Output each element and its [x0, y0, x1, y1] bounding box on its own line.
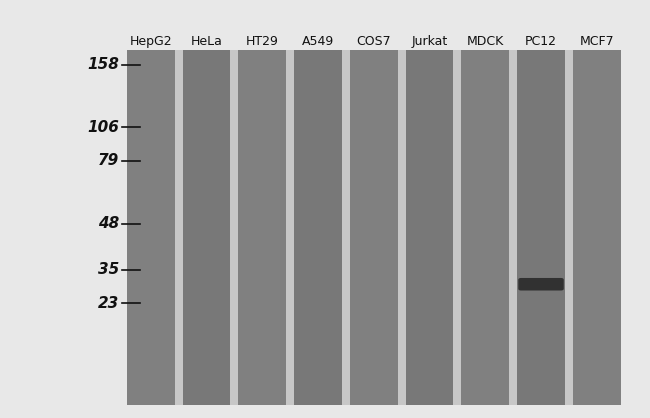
Text: 79: 79 — [98, 153, 119, 168]
Bar — [406, 50, 454, 405]
Bar — [462, 50, 509, 405]
Bar — [573, 50, 621, 405]
Text: 158: 158 — [87, 57, 119, 72]
Bar — [342, 50, 350, 405]
Text: HeLa: HeLa — [190, 35, 222, 48]
Bar — [454, 50, 462, 405]
Text: 23: 23 — [98, 296, 119, 311]
Text: 106: 106 — [87, 120, 119, 135]
Bar — [175, 50, 183, 405]
Text: Jurkat: Jurkat — [411, 35, 448, 48]
Text: MCF7: MCF7 — [579, 35, 614, 48]
Bar — [509, 50, 517, 405]
Bar — [183, 50, 231, 405]
Bar — [239, 50, 286, 405]
Text: MDCK: MDCK — [467, 35, 504, 48]
Bar — [127, 50, 175, 405]
Text: COS7: COS7 — [356, 35, 391, 48]
Text: PC12: PC12 — [525, 35, 557, 48]
Bar — [398, 50, 406, 405]
Text: HepG2: HepG2 — [129, 35, 172, 48]
Bar — [294, 50, 342, 405]
Text: A549: A549 — [302, 35, 334, 48]
Bar — [350, 50, 398, 405]
Bar — [517, 50, 565, 405]
Bar — [565, 50, 573, 405]
Text: 48: 48 — [98, 216, 119, 231]
Bar — [286, 50, 294, 405]
Text: 35: 35 — [98, 262, 119, 277]
FancyBboxPatch shape — [518, 278, 564, 291]
Bar — [231, 50, 239, 405]
Text: HT29: HT29 — [246, 35, 279, 48]
